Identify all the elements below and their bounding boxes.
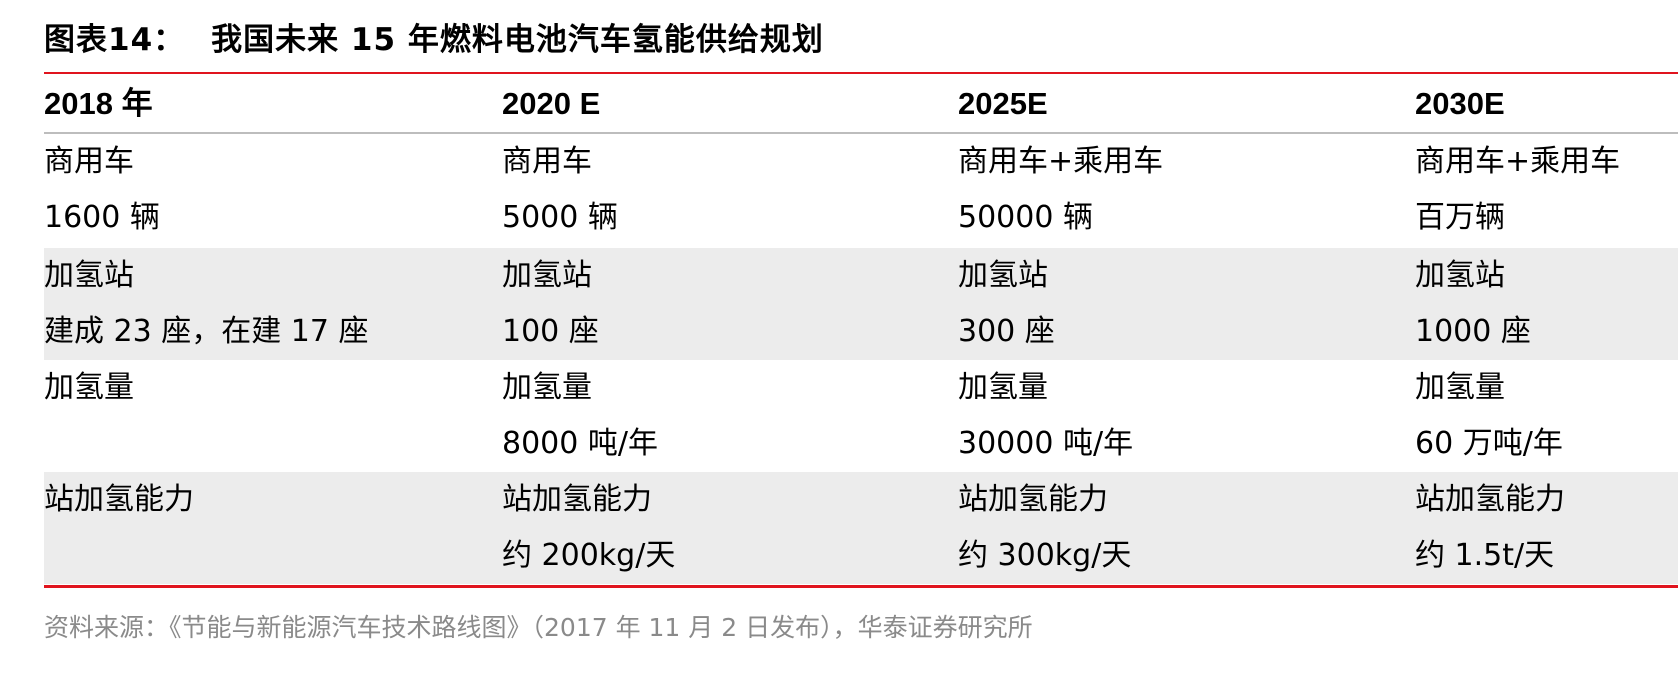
table-cell: 300 座 <box>958 314 1055 349</box>
table-cell: 商用车 <box>44 144 134 179</box>
table-cell: 站加氢能力 <box>958 482 1108 517</box>
table-cell: 加氢量 <box>958 370 1048 405</box>
table-row-hydrogen-amount: 加氢量 加氢量 加氢量 加氢量 8000 吨/年 30000 吨/年 60 万吨… <box>44 360 1678 472</box>
top-red-rule <box>44 72 1678 74</box>
table-row-station-capacity: 站加氢能力 站加氢能力 站加氢能力 站加氢能力 约 200kg/天 约 300k… <box>44 472 1678 584</box>
column-header-2025: 2025E <box>958 86 1048 121</box>
table-cell: 5000 辆 <box>502 200 618 235</box>
table-cell: 加氢量 <box>1415 370 1505 405</box>
table-cell: 100 座 <box>502 314 599 349</box>
table-row-stations: 加氢站 加氢站 加氢站 加氢站 建成 23 座，在建 17 座 100 座 30… <box>44 248 1678 360</box>
table-cell: 加氢站 <box>502 258 592 293</box>
table-cell: 商用车+乘用车 <box>1415 144 1621 179</box>
table-cell: 1600 辆 <box>44 200 160 235</box>
column-header-2020: 2020 E <box>502 86 601 121</box>
table-cell: 8000 吨/年 <box>502 426 658 461</box>
table-row-vehicles: 商用车 商用车 商用车+乘用车 商用车+乘用车 1600 辆 5000 辆 50… <box>44 134 1678 246</box>
table-header-row: 2018 年 2020 E 2025E 2030E <box>44 76 1678 134</box>
table-cell: 60 万吨/年 <box>1415 426 1563 461</box>
table-cell: 建成 23 座，在建 17 座 <box>44 314 369 349</box>
table-cell: 约 300kg/天 <box>958 538 1132 573</box>
table-cell: 商用车+乘用车 <box>958 144 1164 179</box>
table-cell: 加氢量 <box>44 370 134 405</box>
table-cell: 站加氢能力 <box>1415 482 1565 517</box>
figure-title-text: 我国未来 15 年燃料电池汽车氢能供给规划 <box>211 22 824 58</box>
table-cell: 加氢站 <box>958 258 1048 293</box>
table-cell: 加氢量 <box>502 370 592 405</box>
figure-number: 图表14： <box>44 22 186 58</box>
table-cell: 加氢站 <box>1415 258 1505 293</box>
table-cell: 百万辆 <box>1415 200 1505 235</box>
table-cell: 商用车 <box>502 144 592 179</box>
table-cell: 50000 辆 <box>958 200 1093 235</box>
column-header-2030: 2030E <box>1415 86 1505 121</box>
column-header-2018: 2018 年 <box>44 86 153 121</box>
table-cell: 约 1.5t/天 <box>1415 538 1555 573</box>
table-cell: 站加氢能力 <box>502 482 652 517</box>
bottom-red-rule <box>44 585 1678 588</box>
table-cell: 30000 吨/年 <box>958 426 1134 461</box>
table-cell: 约 200kg/天 <box>502 538 676 573</box>
figure-title: 图表14： 我国未来 15 年燃料电池汽车氢能供给规划 <box>44 14 824 59</box>
table-cell: 1000 座 <box>1415 314 1531 349</box>
table-cell: 加氢站 <box>44 258 134 293</box>
table-cell: 站加氢能力 <box>44 482 194 517</box>
source-note: 资料来源：《节能与新能源汽车技术路线图》（2017 年 11 月 2 日发布），… <box>44 613 1033 642</box>
